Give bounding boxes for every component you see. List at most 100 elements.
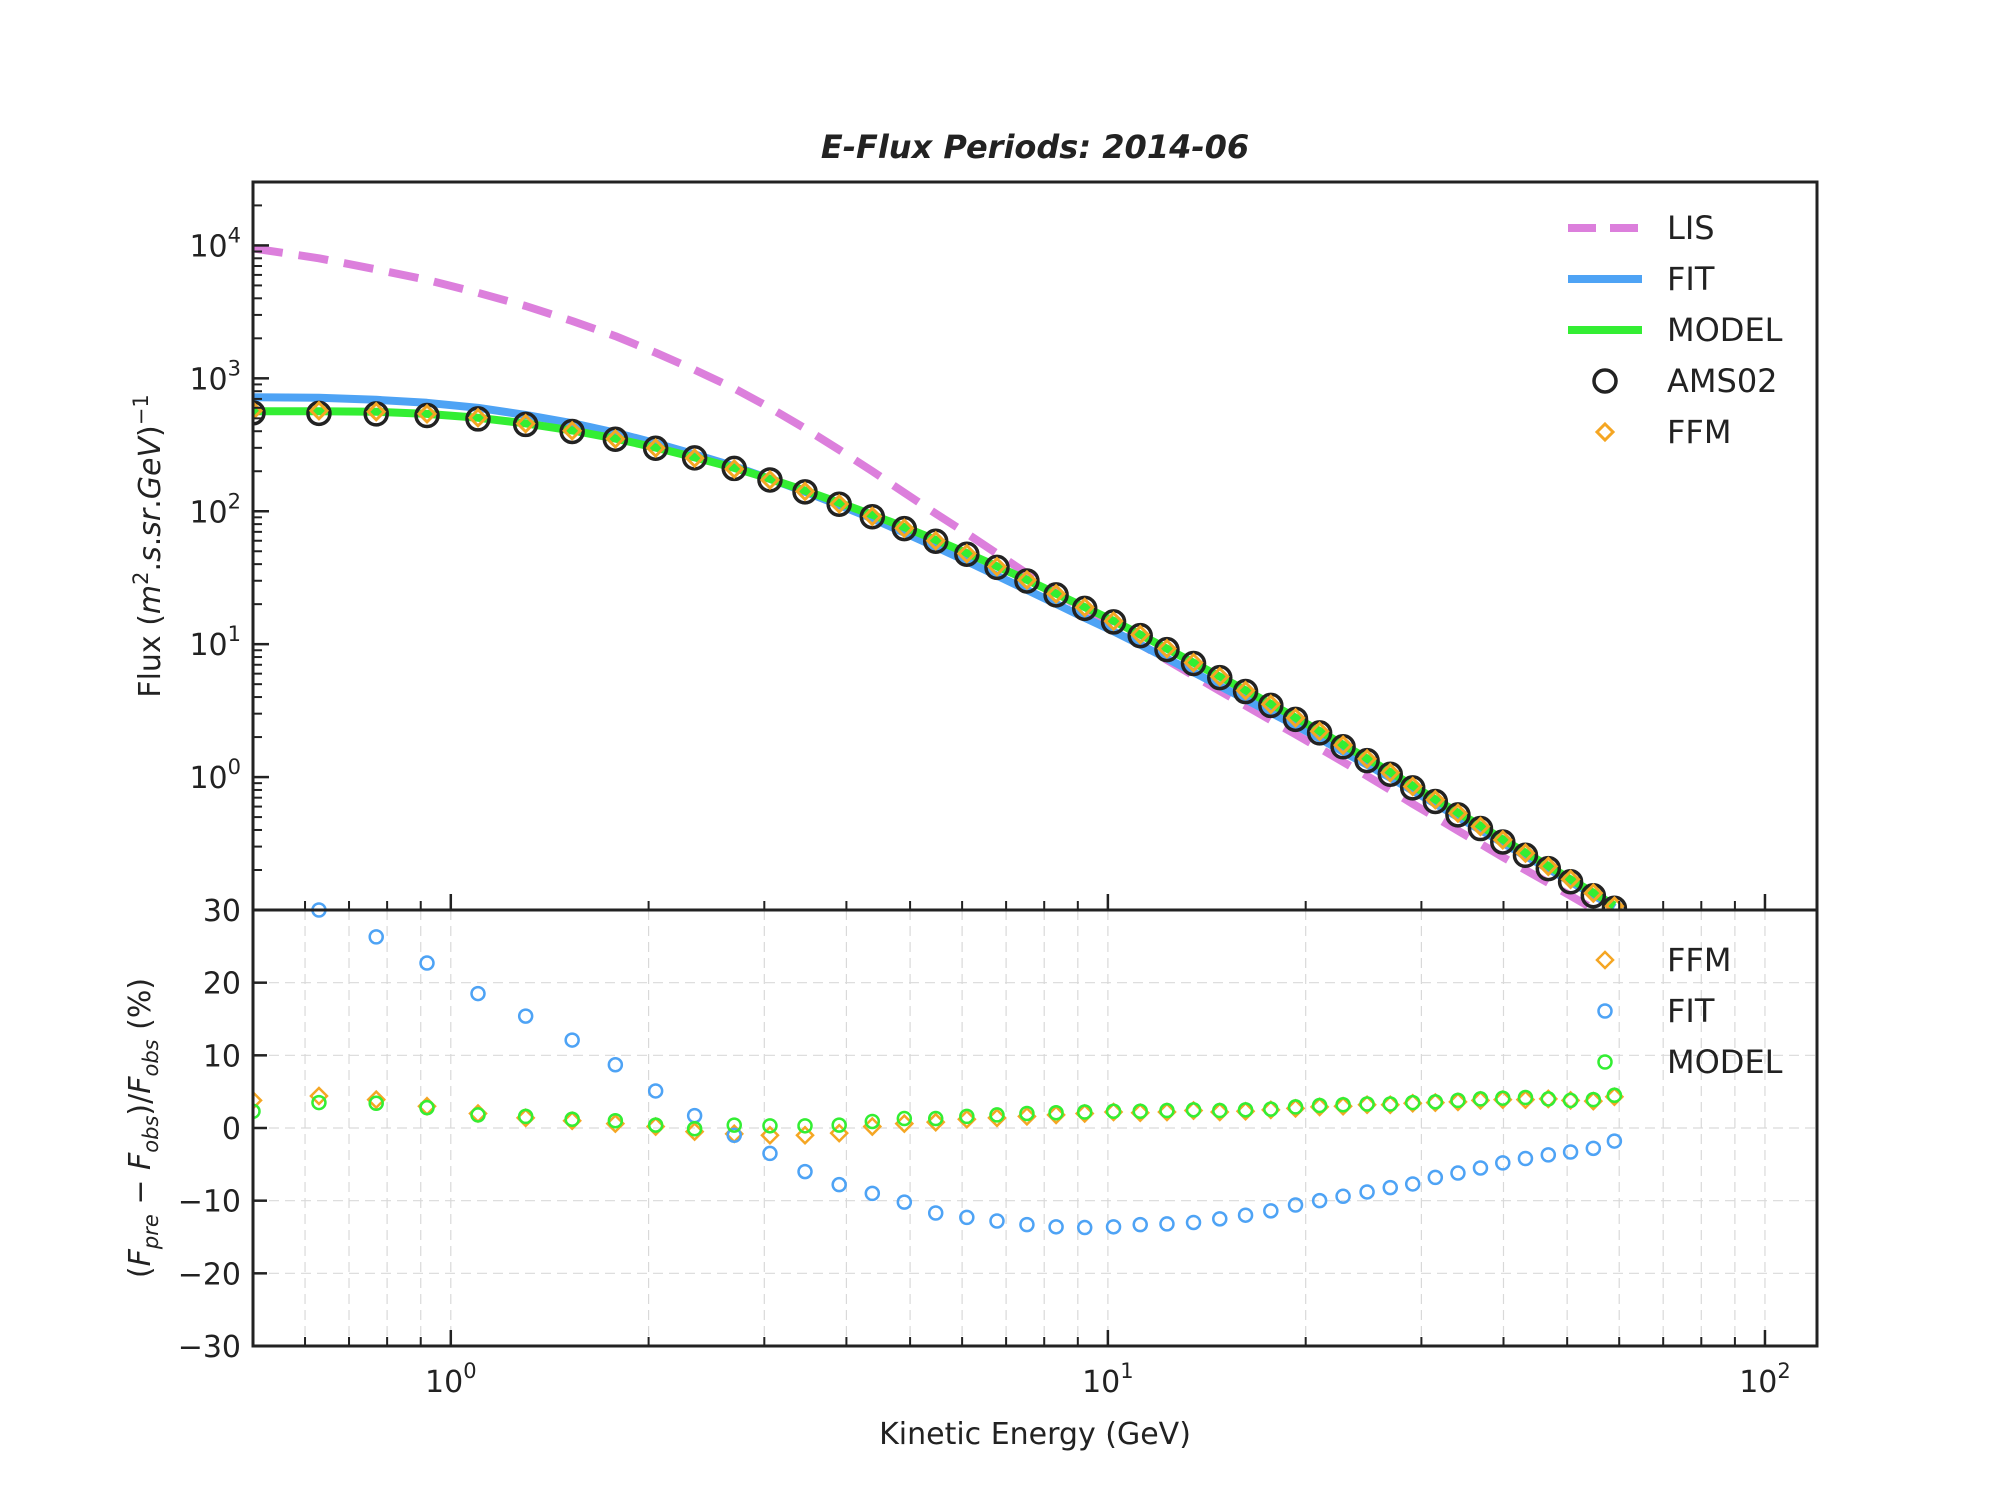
residual-point-fit <box>1105 1219 1122 1235</box>
residual-point-fit <box>1472 1160 1489 1176</box>
residual-point-ffm <box>795 1125 815 1146</box>
ffm-point <box>1402 776 1423 797</box>
residual-point-model <box>1540 1091 1557 1107</box>
ffm-point <box>759 469 781 491</box>
ams02-point <box>721 455 747 482</box>
legend-label-fit: FIT <box>1667 992 1715 1030</box>
residual-point-fit <box>1540 1147 1557 1163</box>
residual-point-fit <box>470 985 486 1002</box>
residual-point-fit <box>1132 1216 1148 1233</box>
ffm-point <box>1332 734 1354 756</box>
residual-point-ffm <box>366 1089 386 1110</box>
residual-point-model <box>647 1117 664 1133</box>
ffm-point <box>724 458 745 480</box>
ffm-point <box>416 403 438 425</box>
residual-point-model <box>1585 1091 1602 1108</box>
residual-point-fit <box>1495 1155 1511 1171</box>
ffm-point <box>1183 652 1204 673</box>
residual-point-fit <box>1185 1214 1202 1231</box>
ffm-point <box>956 543 977 564</box>
residual-point-model <box>1517 1089 1534 1106</box>
ffm-point <box>1235 680 1256 701</box>
residual-point-model <box>564 1111 580 1128</box>
ams02-point <box>792 479 818 505</box>
y-tick-label: 10 <box>203 1039 241 1074</box>
legend-label-model: MODEL <box>1667 311 1783 349</box>
ffm-point <box>1447 803 1469 824</box>
residual-point-model <box>311 1094 327 1111</box>
ffm-point <box>1285 707 1306 728</box>
residual-point-model <box>1076 1104 1093 1120</box>
legend-label-ffm: FFM <box>1667 413 1731 451</box>
chart-title: E-Flux Periods: 2014-06 <box>821 128 1249 166</box>
residual-point-model <box>864 1113 881 1130</box>
residual-point-fit <box>797 1163 813 1180</box>
ffm-point <box>1045 583 1067 604</box>
residual-point-model <box>1427 1094 1444 1110</box>
residual-point-ffm <box>760 1125 780 1146</box>
residual-point-fit <box>1606 1133 1623 1149</box>
legend-marker-fit <box>1597 1003 1613 1019</box>
residual-point-fit <box>1019 1216 1035 1233</box>
residual-point-model <box>1359 1096 1375 1112</box>
ams02-point <box>984 554 1010 581</box>
x-tick-label: 102 <box>1739 1359 1791 1400</box>
ffm-point <box>1260 694 1281 715</box>
top-y-axis-label: Flux (m2.s.sr.GeV)−1 <box>129 394 168 697</box>
residual-point-model <box>517 1108 534 1125</box>
ams02-point <box>1100 609 1127 635</box>
residual-point-fit <box>831 1176 847 1193</box>
residual-point-fit <box>1427 1169 1444 1186</box>
residual-point-fit <box>1311 1192 1328 1209</box>
bottom-panel-series <box>253 902 1625 1236</box>
ffm-point <box>1209 666 1230 687</box>
residual-point-fit <box>1287 1197 1304 1213</box>
series-line-lis <box>253 244 1604 910</box>
ffm-point <box>1538 856 1559 877</box>
residual-point-model <box>686 1120 703 1137</box>
residual-point-model <box>1287 1099 1304 1115</box>
residual-point-model <box>797 1118 813 1134</box>
ffm-point <box>794 481 816 502</box>
residual-point-model <box>831 1117 847 1133</box>
residual-point-fit <box>607 1057 624 1073</box>
residual-point-model <box>1404 1094 1421 1111</box>
residual-point-model <box>1335 1096 1351 1113</box>
residual-point-model <box>607 1112 624 1129</box>
residual-point-fit <box>517 1008 534 1024</box>
ffm-point <box>1583 882 1604 904</box>
residual-point-model <box>896 1110 913 1127</box>
x-tick-label: 101 <box>1082 1359 1134 1400</box>
legend-label-fit: FIT <box>1667 260 1715 298</box>
ffm-point <box>1515 842 1536 864</box>
residual-point-fit <box>726 1127 742 1144</box>
ffm-point <box>366 401 387 422</box>
ffm-point <box>1560 869 1581 890</box>
ffm-point <box>925 530 946 551</box>
top-y-tick-label: 104 <box>189 223 241 264</box>
x-axis-label: Kinetic Energy (GeV) <box>879 1417 1191 1452</box>
ams02-point <box>859 503 886 530</box>
residual-point-fit <box>1048 1219 1064 1235</box>
residual-point-fit <box>564 1032 580 1048</box>
legend-marker-model <box>1597 1054 1613 1070</box>
residual-point-model <box>1472 1091 1489 1107</box>
ffm-point <box>467 407 489 428</box>
ffm-point <box>1130 624 1151 645</box>
residual-point-fit <box>864 1185 881 1202</box>
legend-marker-ams02 <box>1592 368 1618 394</box>
legend-label-ffm: FFM <box>1667 941 1731 979</box>
residual-point-model <box>989 1107 1005 1123</box>
ffm-point <box>515 413 536 434</box>
x-tick-label: 100 <box>425 1359 477 1400</box>
legend-marker-ffm <box>1594 421 1616 443</box>
legend-marker-ffm <box>1595 950 1615 970</box>
ffm-point <box>1492 829 1513 850</box>
series-line-fit <box>253 393 1617 910</box>
ffm-point <box>894 518 915 539</box>
residual-point-fit <box>896 1194 913 1210</box>
ffm-point <box>645 437 666 459</box>
residual-point-fit <box>1562 1144 1579 1160</box>
top-y-tick-label: 101 <box>189 622 241 663</box>
